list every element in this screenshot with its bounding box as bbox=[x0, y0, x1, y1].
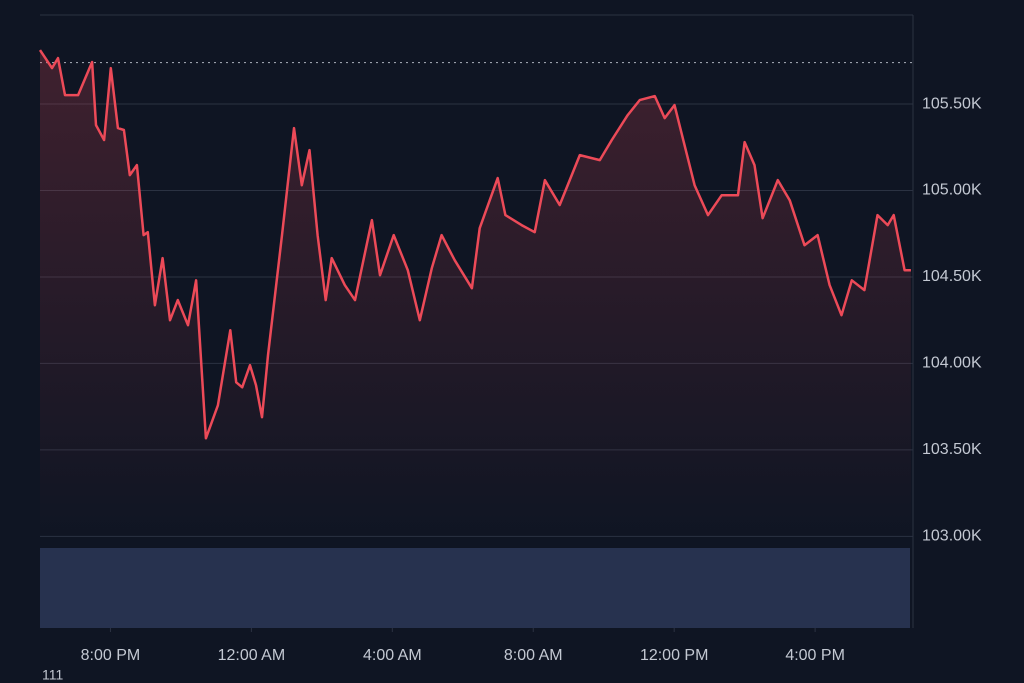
x-tick-label: 12:00 PM bbox=[640, 647, 708, 664]
price-line bbox=[38, 49, 911, 440]
y-tick-label: 103.00K bbox=[922, 528, 982, 545]
x-tick-label: 4:00 AM bbox=[363, 647, 422, 664]
footnote: 111 bbox=[42, 667, 63, 683]
x-tick-label: 8:00 PM bbox=[81, 647, 141, 664]
y-tick-label: 103.50K bbox=[922, 441, 982, 458]
volume-area bbox=[40, 548, 910, 628]
y-tick-label: 104.00K bbox=[922, 355, 982, 372]
x-tick-label: 12:00 AM bbox=[218, 647, 286, 664]
y-tick-label: 105.50K bbox=[922, 95, 982, 112]
x-tick-label: 8:00 AM bbox=[504, 647, 563, 664]
y-tick-label: 105.00K bbox=[922, 182, 982, 199]
y-tick-label: 104.50K bbox=[922, 268, 982, 285]
area-fill bbox=[40, 50, 911, 540]
x-tick-label: 4:00 PM bbox=[785, 647, 845, 664]
